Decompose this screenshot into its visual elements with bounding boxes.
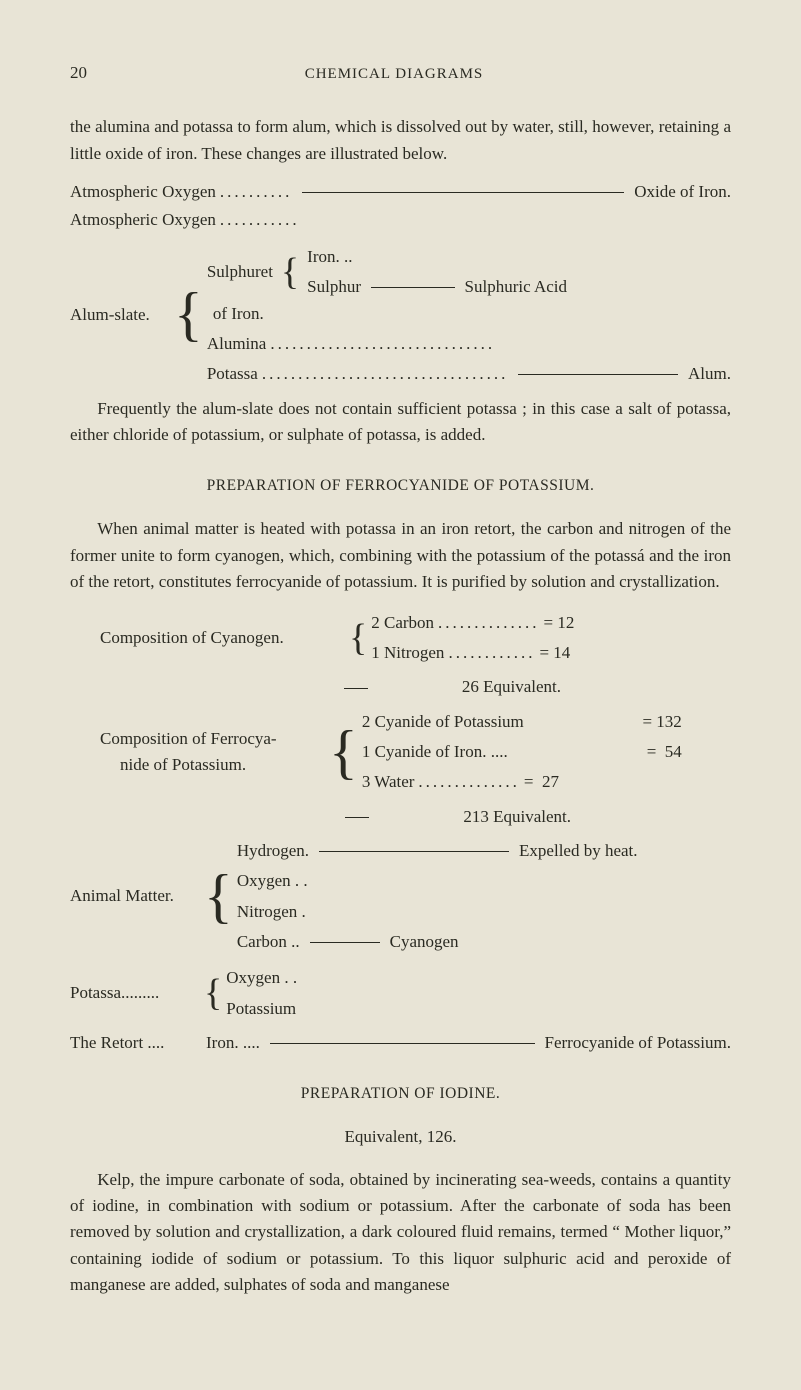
curly-brace-icon: { xyxy=(349,623,367,653)
ferro-l2v: = 54 xyxy=(647,739,682,765)
section-head-ferrocyanide: PREPARATION OF FERROCYANIDE OF POTASSIUM… xyxy=(70,474,731,498)
animal-oxygen: Oxygen . . xyxy=(237,868,308,894)
alum-potassa: Potassa xyxy=(207,361,258,387)
ferro-label2: nide of Potassium. xyxy=(100,752,325,778)
paragraph-1: the alumina and potassa to form alum, wh… xyxy=(70,114,731,167)
paragraph-4: Kelp, the impure carbonate of soda, obta… xyxy=(70,1167,731,1299)
cyan-total: 26 Equivalent. xyxy=(70,674,731,700)
atm-oxygen-line-2: Atmospheric Oxygen ........... xyxy=(70,207,731,233)
animal-label: Animal Matter. xyxy=(70,883,200,909)
page-number: 20 xyxy=(70,60,87,86)
retort-iron: Iron. .... xyxy=(206,1030,260,1056)
equivalent-iodine: Equivalent, 126. xyxy=(70,1124,731,1150)
curly-brace-icon: { xyxy=(174,289,203,340)
alum-alumina: Alumina xyxy=(207,331,267,357)
potassa-oxygen: Oxygen . . xyxy=(226,965,297,991)
cyan-carbon: 2 Carbon xyxy=(371,610,434,636)
rule xyxy=(518,374,678,375)
dot-leader: ............ xyxy=(448,640,535,666)
curly-brace-icon: { xyxy=(329,727,358,778)
alum-iron: Iron. .. xyxy=(307,244,352,270)
ferrocyanide-composition: Composition of Ferrocya- nide of Potassi… xyxy=(70,707,731,798)
rule xyxy=(319,851,509,852)
cyan-nitrogen-v: = 14 xyxy=(539,640,570,666)
retort-label: The Retort .... xyxy=(70,1030,202,1056)
potassa-potassium: Potassium xyxy=(226,996,296,1022)
curly-brace-icon: { xyxy=(204,978,222,1008)
paragraph-2: Frequently the alum-slate does not conta… xyxy=(70,396,731,449)
animal-cyanogen: Cyanogen xyxy=(390,929,459,955)
cyan-label: Composition of Cyanogen. xyxy=(100,625,345,651)
cyan-nitrogen: 1 Nitrogen xyxy=(371,640,444,666)
page: 20 CHEMICAL DIAGRAMS the alumina and pot… xyxy=(0,0,801,1390)
dot-leader: ............................... xyxy=(270,331,495,357)
animal-hydrogen: Hydrogen. xyxy=(237,838,309,864)
dot-leader: .............. xyxy=(418,769,520,795)
paragraph-3: When animal matter is heated with potass… xyxy=(70,516,731,595)
ferro-l2: 1 Cyanide of Iron. .... xyxy=(362,739,508,765)
ferro-total: 213 Equivalent. xyxy=(70,804,731,830)
animal-expelled: Expelled by heat. xyxy=(519,838,638,864)
atm-l1-left: Atmospheric Oxygen xyxy=(70,179,216,205)
potassa-block: Potassa......... { Oxygen . . Potassium xyxy=(70,963,731,1024)
alum-slate-block: Alum-slate. { Sulphuret { Iron. .. Sulph… xyxy=(70,240,731,390)
rule xyxy=(270,1043,535,1044)
cyanogen-composition: Composition of Cyanogen. { 2 Carbon ....… xyxy=(70,608,731,669)
page-header: 20 CHEMICAL DIAGRAMS xyxy=(70,60,731,86)
potassa-label: Potassa......... xyxy=(70,980,200,1006)
dot-leader: .......... xyxy=(220,179,293,205)
ferro-total-text: 213 Equivalent. xyxy=(463,807,571,826)
dot-leader: .................................. xyxy=(262,361,509,387)
ferro-l3v: = 27 xyxy=(524,769,559,795)
ferro-l1v: = 132 xyxy=(642,709,681,735)
ferro-l3: 3 Water xyxy=(362,769,415,795)
retort-result: Ferrocyanide of Potassium. xyxy=(545,1030,732,1056)
atm-l2-left: Atmospheric Oxygen xyxy=(70,207,216,233)
dot-leader: .............. xyxy=(438,610,540,636)
alum-slate-label: Alum-slate. xyxy=(70,302,170,328)
animal-nitrogen: Nitrogen . xyxy=(237,899,306,925)
cyan-carbon-v: = 12 xyxy=(544,610,575,636)
curly-brace-icon: { xyxy=(204,871,233,922)
cyan-total-text: 26 Equivalent. xyxy=(462,677,561,696)
ferro-l1: 2 Cyanide of Potassium xyxy=(362,709,524,735)
retort-row: The Retort .... Iron. .... Ferrocyanide … xyxy=(70,1030,731,1056)
running-head: CHEMICAL DIAGRAMS xyxy=(305,63,484,86)
rule xyxy=(302,192,624,193)
rule xyxy=(310,942,380,943)
dot-leader: ........... xyxy=(220,207,300,233)
animal-carbon: Carbon .. xyxy=(237,929,300,955)
ferro-label1: Composition of Ferrocya- xyxy=(100,726,325,752)
alum-result: Alum. xyxy=(688,361,731,387)
atm-l1-right: Oxide of Iron. xyxy=(634,179,731,205)
animal-matter-block: Animal Matter. { Hydrogen. Expelled by h… xyxy=(70,836,731,957)
section-head-iodine: PREPARATION OF IODINE. xyxy=(70,1082,731,1106)
atm-oxygen-line-1: Atmospheric Oxygen .......... Oxide of I… xyxy=(70,179,731,205)
alum-ofiron2: of Iron. xyxy=(213,301,264,327)
